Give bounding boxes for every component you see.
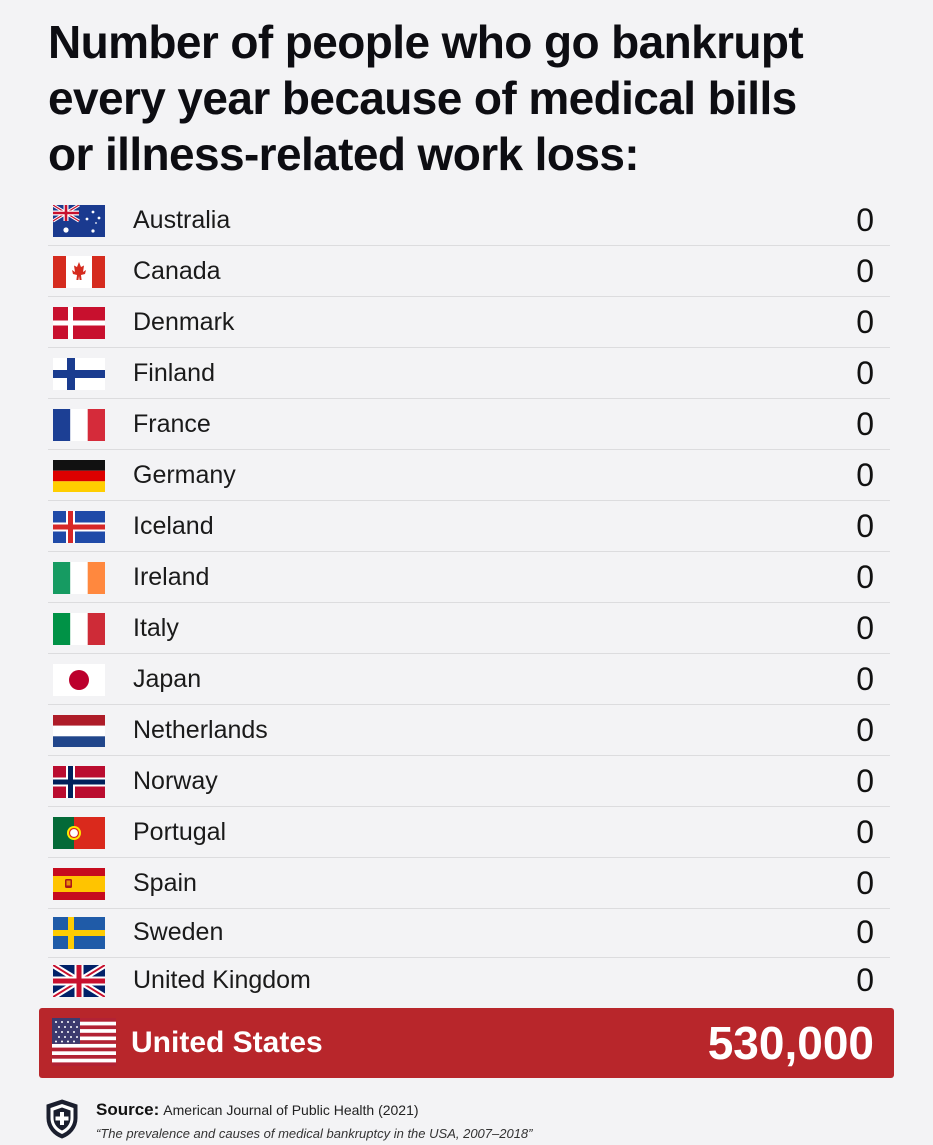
country-row-iceland: Iceland 0 <box>48 501 890 552</box>
page-title: Number of people who go bankrupt every y… <box>48 14 908 182</box>
canada-flag-icon <box>53 256 105 288</box>
country-value: 0 <box>856 406 874 442</box>
source-text: American Journal of Public Health (2021) <box>163 1102 419 1118</box>
finland-flag-icon <box>53 358 105 390</box>
country-value: 0 <box>856 962 874 998</box>
source-footer: Source: American Journal of Public Health… <box>44 1098 904 1143</box>
country-value: 0 <box>856 508 874 544</box>
country-row-united-kingdom: United Kingdom 0 <box>48 955 890 1005</box>
country-value: 0 <box>856 814 874 850</box>
country-value: 0 <box>856 202 874 238</box>
country-name: Germany <box>133 461 236 489</box>
country-name: Netherlands <box>133 716 268 744</box>
country-name: United States <box>131 1026 323 1059</box>
country-value: 0 <box>856 763 874 799</box>
country-row-france: France 0 <box>48 399 890 450</box>
country-name: Canada <box>133 257 221 285</box>
portugal-flag-icon <box>53 817 105 849</box>
country-name: Denmark <box>133 308 235 336</box>
country-value: 0 <box>856 865 874 901</box>
country-value: 0 <box>856 304 874 340</box>
country-row-japan: Japan 0 <box>48 654 890 705</box>
country-row-australia: Australia 0 <box>48 195 890 246</box>
iceland-flag-icon <box>53 511 105 543</box>
country-row-united-states: United States 530,000 <box>39 1008 894 1078</box>
japan-flag-icon <box>53 664 105 696</box>
title-line-1: Number of people who go bankrupt <box>48 16 804 68</box>
sweden-flag-icon <box>53 917 105 949</box>
country-row-canada: Canada 0 <box>48 246 890 297</box>
source-citation: Source: American Journal of Public Health… <box>96 1100 419 1120</box>
country-row-germany: Germany 0 <box>48 450 890 501</box>
country-value: 0 <box>856 457 874 493</box>
title-line-2: every year because of medical bills <box>48 72 797 124</box>
shield-cross-icon <box>44 1098 80 1140</box>
country-value: 0 <box>856 253 874 289</box>
country-row-portugal: Portugal 0 <box>48 807 890 858</box>
country-name: Italy <box>133 614 179 642</box>
germany-flag-icon <box>53 460 105 492</box>
uk-flag-icon <box>53 965 105 997</box>
country-row-spain: Spain 0 <box>48 858 890 909</box>
country-name: United Kingdom <box>133 966 311 994</box>
netherlands-flag-icon <box>53 715 105 747</box>
us-flag-icon <box>52 1018 116 1066</box>
title-line-3: or illness-related work loss: <box>48 128 640 180</box>
source-label: Source: <box>96 1100 160 1119</box>
country-value: 0 <box>856 355 874 391</box>
country-row-finland: Finland 0 <box>48 348 890 399</box>
country-name: France <box>133 410 211 438</box>
ireland-flag-icon <box>53 562 105 594</box>
country-name: Iceland <box>133 512 214 540</box>
country-name: Sweden <box>133 918 224 946</box>
france-flag-icon <box>53 409 105 441</box>
country-row-denmark: Denmark 0 <box>48 297 890 348</box>
country-value: 0 <box>856 712 874 748</box>
norway-flag-icon <box>53 766 105 798</box>
country-name: Ireland <box>133 563 210 591</box>
country-name: Australia <box>133 206 231 234</box>
source-study-title: “The prevalence and causes of medical ba… <box>96 1126 533 1141</box>
country-value: 0 <box>856 559 874 595</box>
country-name: Norway <box>133 767 218 795</box>
denmark-flag-icon <box>53 307 105 339</box>
country-value: 0 <box>856 610 874 646</box>
country-row-norway: Norway 0 <box>48 756 890 807</box>
country-value: 530,000 <box>707 1017 874 1069</box>
country-row-netherlands: Netherlands 0 <box>48 705 890 756</box>
australia-flag-icon <box>53 205 105 237</box>
country-name: Japan <box>133 665 202 693</box>
country-name: Spain <box>133 869 197 897</box>
country-row-ireland: Ireland 0 <box>48 552 890 603</box>
country-row-italy: Italy 0 <box>48 603 890 654</box>
spain-flag-icon <box>53 868 105 900</box>
country-row-sweden: Sweden 0 <box>48 907 890 958</box>
italy-flag-icon <box>53 613 105 645</box>
country-value: 0 <box>856 661 874 697</box>
country-value: 0 <box>856 914 874 950</box>
country-name: Portugal <box>133 818 227 846</box>
country-name: Finland <box>133 359 215 387</box>
